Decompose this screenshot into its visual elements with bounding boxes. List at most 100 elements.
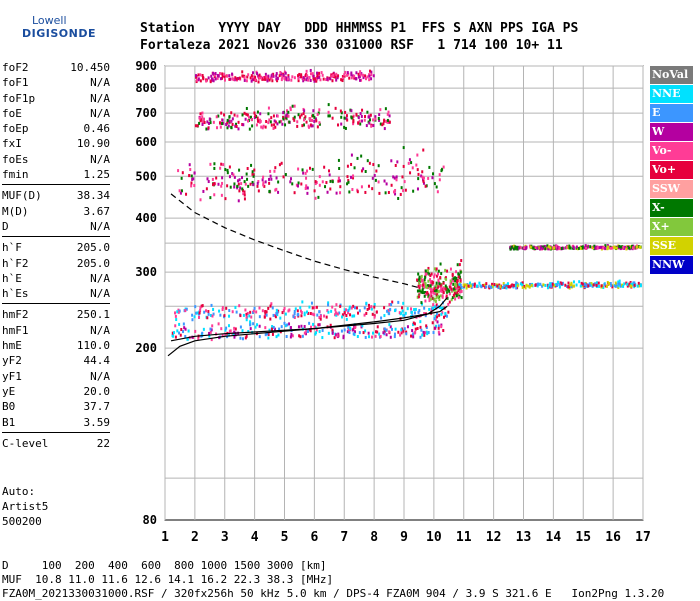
y-tick-label: 300 (135, 265, 157, 279)
echo-point (280, 78, 283, 82)
echo-point (432, 172, 435, 176)
echo-point (423, 294, 426, 298)
echo-point (604, 244, 607, 248)
echo-point (581, 282, 584, 286)
echo-point (282, 111, 285, 115)
echo-point (436, 293, 439, 297)
echo-point (390, 183, 393, 187)
echo-point (329, 77, 332, 81)
echo-point (347, 179, 350, 183)
echo-point (264, 310, 267, 314)
echo-point (432, 281, 435, 285)
echo-point (547, 284, 550, 288)
echo-point (211, 177, 214, 181)
echo-point (309, 68, 312, 72)
echo-point (326, 190, 329, 194)
echo-point (606, 245, 609, 249)
echo-point (257, 189, 260, 193)
echo-point (588, 282, 591, 286)
echo-point (349, 313, 352, 317)
echo-point (368, 74, 371, 78)
echo-point (444, 284, 447, 288)
echo-point (458, 285, 461, 289)
echo-point (432, 306, 435, 310)
echo-point (241, 113, 244, 117)
echo-point (618, 279, 621, 283)
echo-point (585, 284, 588, 288)
echo-point (195, 311, 198, 315)
echo-point (287, 110, 290, 114)
param-name: yF1 (2, 369, 22, 383)
legend-item: X+ (650, 218, 693, 236)
echo-point (309, 123, 312, 127)
param-row: B0 37.7 (2, 399, 110, 414)
echo-point (306, 310, 309, 314)
echo-point (209, 330, 212, 334)
echo-point (197, 73, 200, 77)
echo-point (594, 246, 597, 250)
echo-point (459, 283, 462, 287)
echo-point (354, 77, 357, 81)
echo-point (343, 328, 346, 332)
echo-point (256, 323, 259, 327)
echo-point (614, 246, 617, 250)
echo-point (222, 163, 225, 167)
echo-point (245, 112, 248, 116)
echo-point (499, 284, 502, 288)
echo-point (258, 73, 261, 77)
param-value: 3.67 (83, 204, 111, 218)
echo-point (207, 312, 210, 316)
echo-point (348, 307, 351, 311)
echo-point (403, 327, 406, 331)
echo-point (400, 331, 403, 335)
echo-point (338, 166, 341, 170)
echo-point (275, 187, 278, 191)
param-row: yE 20.0 (2, 384, 110, 399)
echo-point (402, 313, 405, 317)
echo-point (528, 285, 531, 289)
echo-point (401, 309, 404, 313)
echo-point (539, 282, 542, 286)
echo-point (348, 326, 351, 330)
echo-point (220, 184, 223, 188)
echo-point (524, 286, 527, 290)
echo-point (575, 283, 578, 287)
echo-point (344, 126, 347, 130)
echo-point (350, 116, 353, 120)
x-tick-label: 4 (251, 530, 259, 545)
echo-point (335, 78, 338, 82)
echo-point (194, 74, 197, 78)
echo-point (419, 320, 422, 324)
echo-point (251, 124, 254, 128)
echo-point (191, 318, 194, 322)
echo-point (189, 168, 192, 172)
param-name: foF1p (2, 91, 36, 105)
echo-point (267, 106, 270, 110)
echo-point (379, 122, 382, 126)
echo-point (332, 74, 335, 78)
echo-point (297, 181, 300, 185)
echo-point (370, 70, 373, 74)
echo-point (227, 333, 230, 337)
echo-point (600, 245, 603, 249)
echo-point (411, 314, 414, 318)
echo-point (436, 315, 439, 319)
param-row: h`F2 205.0 (2, 256, 110, 271)
echo-point (302, 118, 305, 122)
echo-point (628, 282, 631, 286)
echo-point (454, 289, 457, 293)
echo-point (264, 76, 267, 80)
echo-point (638, 245, 641, 249)
echo-point (250, 79, 253, 83)
echo-point (512, 283, 515, 287)
echo-point (359, 78, 361, 82)
echo-point (308, 76, 311, 80)
echo-point (178, 331, 181, 335)
echo-point (300, 113, 303, 117)
echo-point (386, 118, 389, 122)
echo-point (343, 311, 346, 315)
echo-point (286, 112, 289, 116)
echo-point (393, 335, 396, 339)
echo-point (239, 336, 242, 340)
echo-point (418, 275, 421, 279)
